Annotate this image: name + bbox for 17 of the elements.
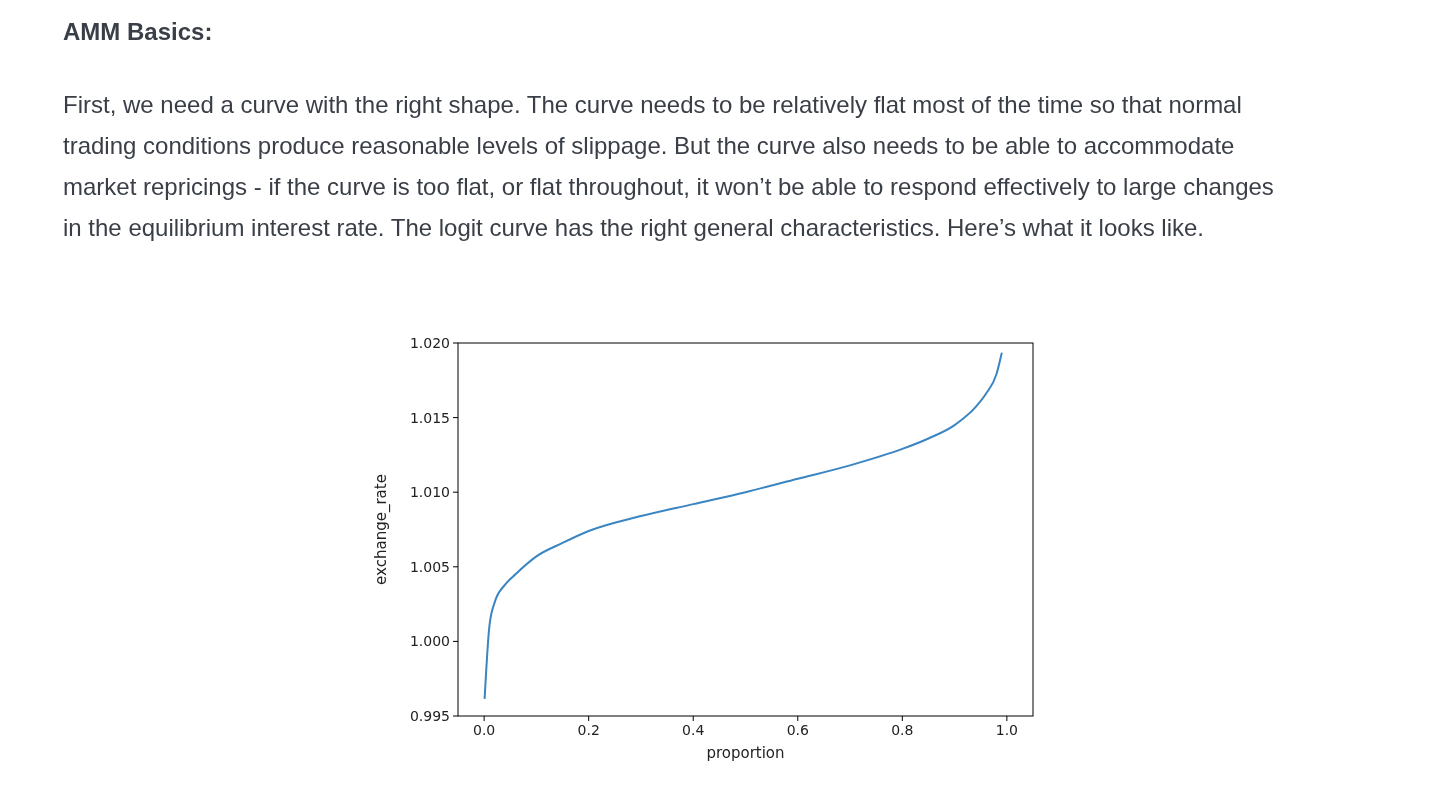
y-tick-label: 1.005 — [409, 558, 450, 575]
x-tick-label: 0.0 — [473, 722, 496, 738]
x-axis-title: proportion — [706, 744, 785, 762]
y-tick-label: 1.015 — [409, 409, 450, 426]
text: AMM Basics: — [63, 17, 214, 46]
chart-subtitle: First, we need a curve with the right shape. The curve needs to be relatively flat most of the time so that normal trading conditions produce reasonable levels of slippage. But the curve also needs to be able to accommodate market repricings - if the curve is too flat, or flat throughout, it won’t be able to respond effectively to large changes in the equilibrium interest rate. The logit curve has the right general characteristics. Here’s what it looks like. — [63, 90, 1275, 243]
y-tick-label: 1.000 — [409, 633, 450, 650]
x-tick-label: 0.2 — [577, 722, 600, 738]
y-axis-title: exchange_rate — [372, 474, 391, 585]
x-tick-label: 0.8 — [891, 722, 914, 738]
line-series — [483, 352, 1003, 700]
x-tick-label: 0.6 — [786, 722, 809, 738]
x-tick-label: 1.0 — [995, 722, 1018, 738]
x-tick-label: 0.4 — [682, 722, 705, 738]
y-tick-label: 0.995 — [409, 708, 450, 724]
y-tick-label: 1.010 — [409, 484, 450, 501]
y-tick-label: 1.020 — [409, 335, 450, 351]
